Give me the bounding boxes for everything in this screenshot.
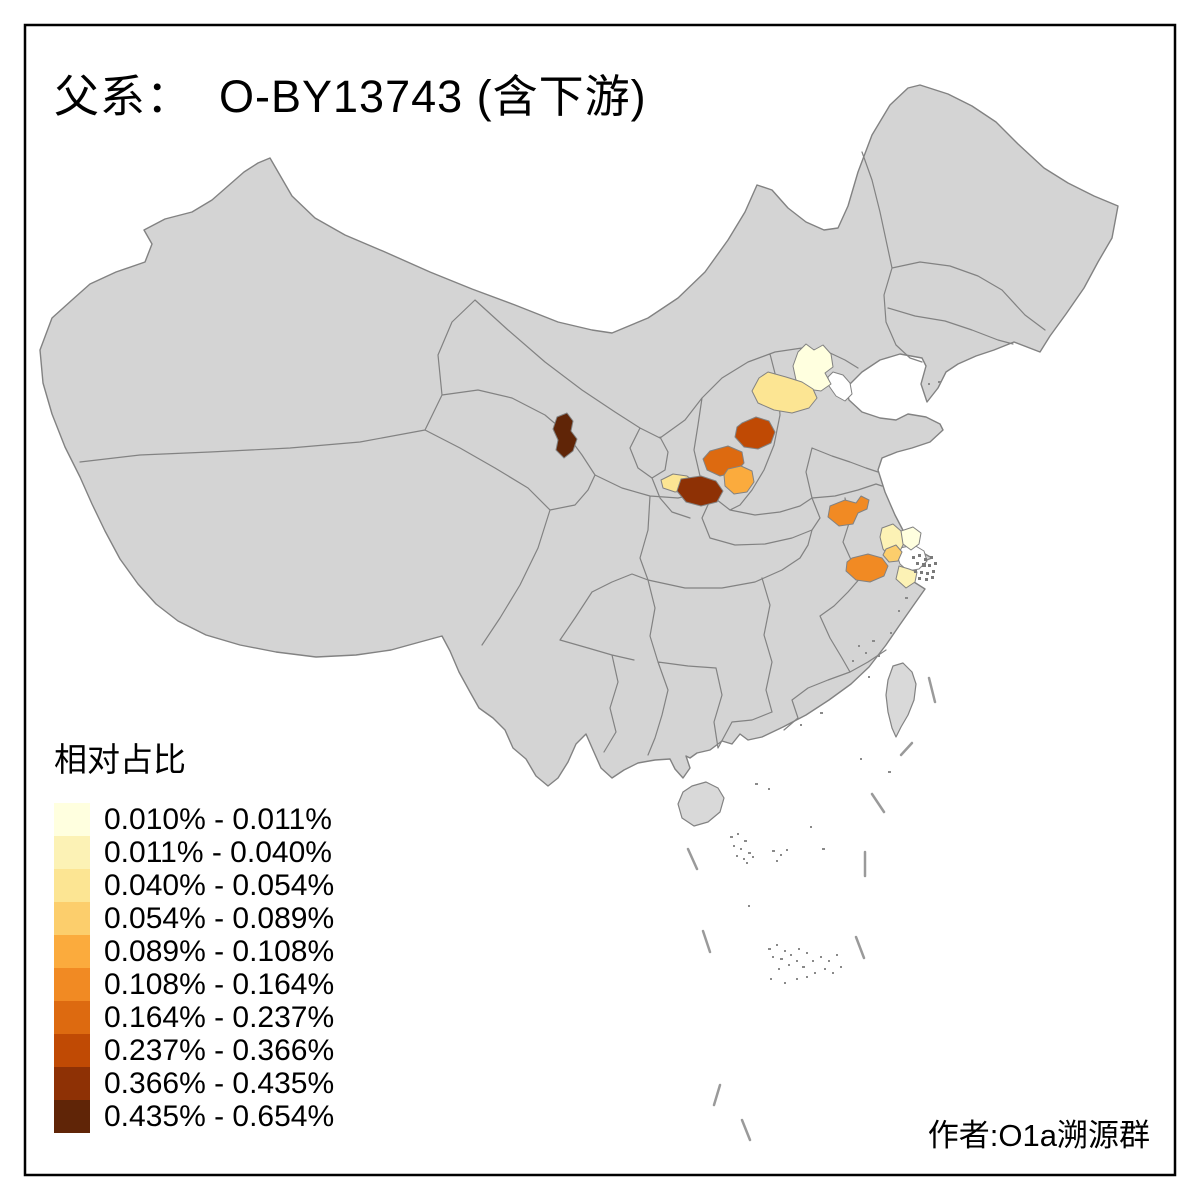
legend-swatch [54, 1001, 90, 1034]
map-region-r10 [827, 495, 870, 527]
legend-item: 0.054% - 0.089% [54, 902, 334, 935]
legend-swatch [54, 935, 90, 968]
legend-item: 0.435% - 0.654% [54, 1100, 334, 1133]
legend-swatch [54, 902, 90, 935]
legend-swatch [54, 869, 90, 902]
legend-label: 0.040% - 0.054% [104, 869, 335, 902]
figure-frame [23, 23, 1177, 1177]
legend-item: 0.108% - 0.164% [54, 968, 334, 1001]
coastal-island-cluster [912, 554, 937, 581]
map-region-r15 [895, 565, 918, 589]
legend-item: 0.164% - 0.237% [54, 1001, 334, 1034]
legend-item: 0.011% - 0.040% [54, 836, 334, 869]
legend: 相对占比 0.010% - 0.011% 0.011% - 0.040% 0.0… [54, 733, 334, 1133]
legend-label: 0.011% - 0.040% [104, 836, 332, 869]
legend-label: 0.108% - 0.164% [104, 968, 335, 1001]
province-borders [79, 151, 1046, 756]
map-region-r9 [552, 412, 578, 459]
coastal-specks [748, 381, 941, 907]
legend-item: 0.089% - 0.108% [54, 935, 334, 968]
author-credit: 作者:O1a溯源群 [927, 1118, 1150, 1153]
hainan-island [677, 781, 725, 827]
legend-label: 0.010% - 0.011% [104, 803, 332, 836]
map-region-r4 [734, 416, 776, 450]
legend-swatch [54, 968, 90, 1001]
map-region-r13 [882, 544, 903, 563]
map-region-r8 [676, 475, 724, 507]
nine-dash-line [686, 676, 937, 1142]
legend-label: 0.089% - 0.108% [104, 935, 335, 968]
map-region-r2 [751, 371, 818, 414]
legend-item: 0.010% - 0.011% [54, 803, 334, 836]
page-title: 父系： O-BY13743 (含下游) [54, 71, 647, 122]
map-region-r6 [723, 465, 755, 495]
south-china-sea-islands [730, 833, 842, 984]
legend-swatch [54, 1100, 90, 1133]
legend-label: 0.435% - 0.654% [104, 1100, 335, 1133]
taiwan-island [885, 662, 917, 738]
map-region-r12 [900, 526, 922, 551]
legend-item: 0.366% - 0.435% [54, 1067, 334, 1100]
legend-swatch [54, 836, 90, 869]
map-region-r14 [845, 553, 889, 583]
legend-label: 0.237% - 0.366% [104, 1034, 335, 1067]
legend-item: 0.237% - 0.366% [54, 1034, 334, 1067]
legend-title: 相对占比 [54, 741, 186, 778]
legend-label: 0.366% - 0.435% [104, 1067, 335, 1100]
highlighted-regions [552, 343, 928, 589]
legend-swatch [54, 803, 90, 836]
legend-swatch [54, 1067, 90, 1100]
legend-label: 0.054% - 0.089% [104, 902, 335, 935]
legend-swatch [54, 1034, 90, 1067]
china-mainland [39, 84, 1119, 787]
legend-label: 0.164% - 0.237% [104, 1001, 335, 1034]
legend-item: 0.040% - 0.054% [54, 869, 334, 902]
